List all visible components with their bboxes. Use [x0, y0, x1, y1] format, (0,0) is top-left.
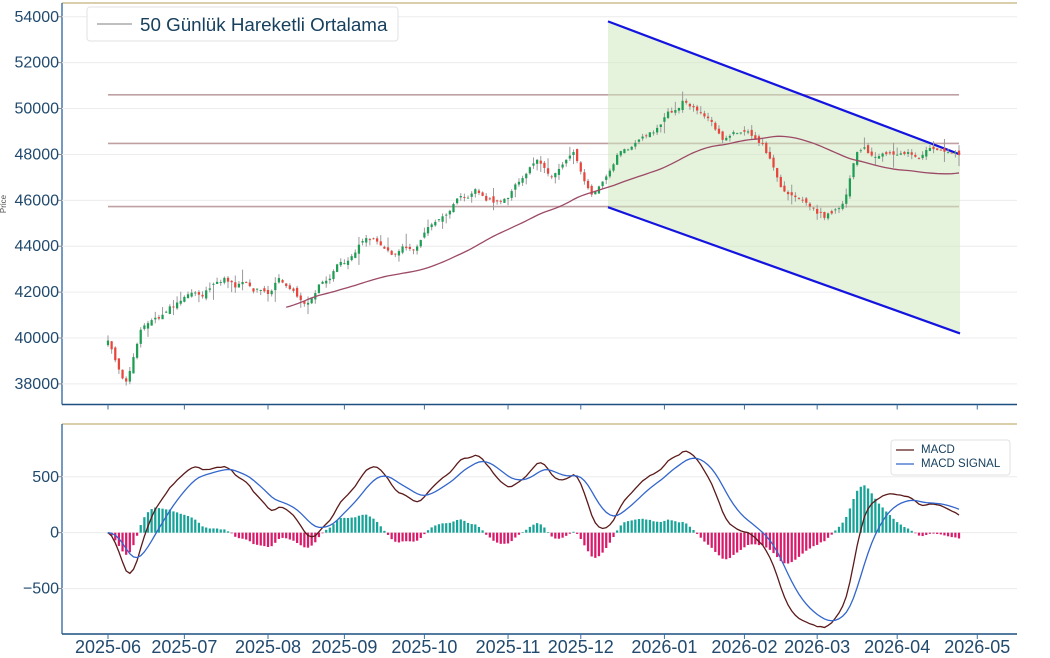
- svg-text:2025-06: 2025-06: [75, 637, 141, 657]
- svg-text:44000: 44000: [15, 238, 60, 255]
- svg-text:48000: 48000: [15, 146, 60, 163]
- svg-text:54000: 54000: [15, 9, 60, 26]
- svg-text:Price: Price: [0, 194, 8, 213]
- svg-text:2026-02: 2026-02: [711, 637, 777, 657]
- svg-text:2026-04: 2026-04: [864, 637, 930, 657]
- svg-text:2025-12: 2025-12: [548, 637, 614, 657]
- svg-text:52000: 52000: [15, 55, 60, 72]
- svg-text:50000: 50000: [15, 101, 60, 118]
- svg-text:MACD SIGNAL: MACD SIGNAL: [921, 458, 1001, 470]
- svg-text:0: 0: [50, 525, 59, 542]
- svg-text:50 Günlük Hareketli Ortalama: 50 Günlük Hareketli Ortalama: [140, 14, 388, 35]
- svg-text:2026-01: 2026-01: [631, 637, 697, 657]
- svg-text:40000: 40000: [15, 330, 60, 347]
- svg-text:2026-03: 2026-03: [784, 637, 850, 657]
- svg-text:2026-05: 2026-05: [944, 637, 1010, 657]
- svg-text:2025-11: 2025-11: [476, 637, 541, 657]
- svg-text:38000: 38000: [15, 376, 60, 393]
- svg-text:MACD: MACD: [921, 444, 955, 456]
- svg-text:42000: 42000: [15, 284, 60, 301]
- svg-text:500: 500: [32, 469, 59, 486]
- svg-text:−500: −500: [23, 581, 59, 598]
- svg-text:2025-07: 2025-07: [151, 637, 217, 657]
- svg-text:2025-09: 2025-09: [311, 637, 377, 657]
- svg-text:46000: 46000: [15, 192, 60, 209]
- svg-text:2025-10: 2025-10: [391, 637, 457, 657]
- svg-text:2025-08: 2025-08: [235, 637, 301, 657]
